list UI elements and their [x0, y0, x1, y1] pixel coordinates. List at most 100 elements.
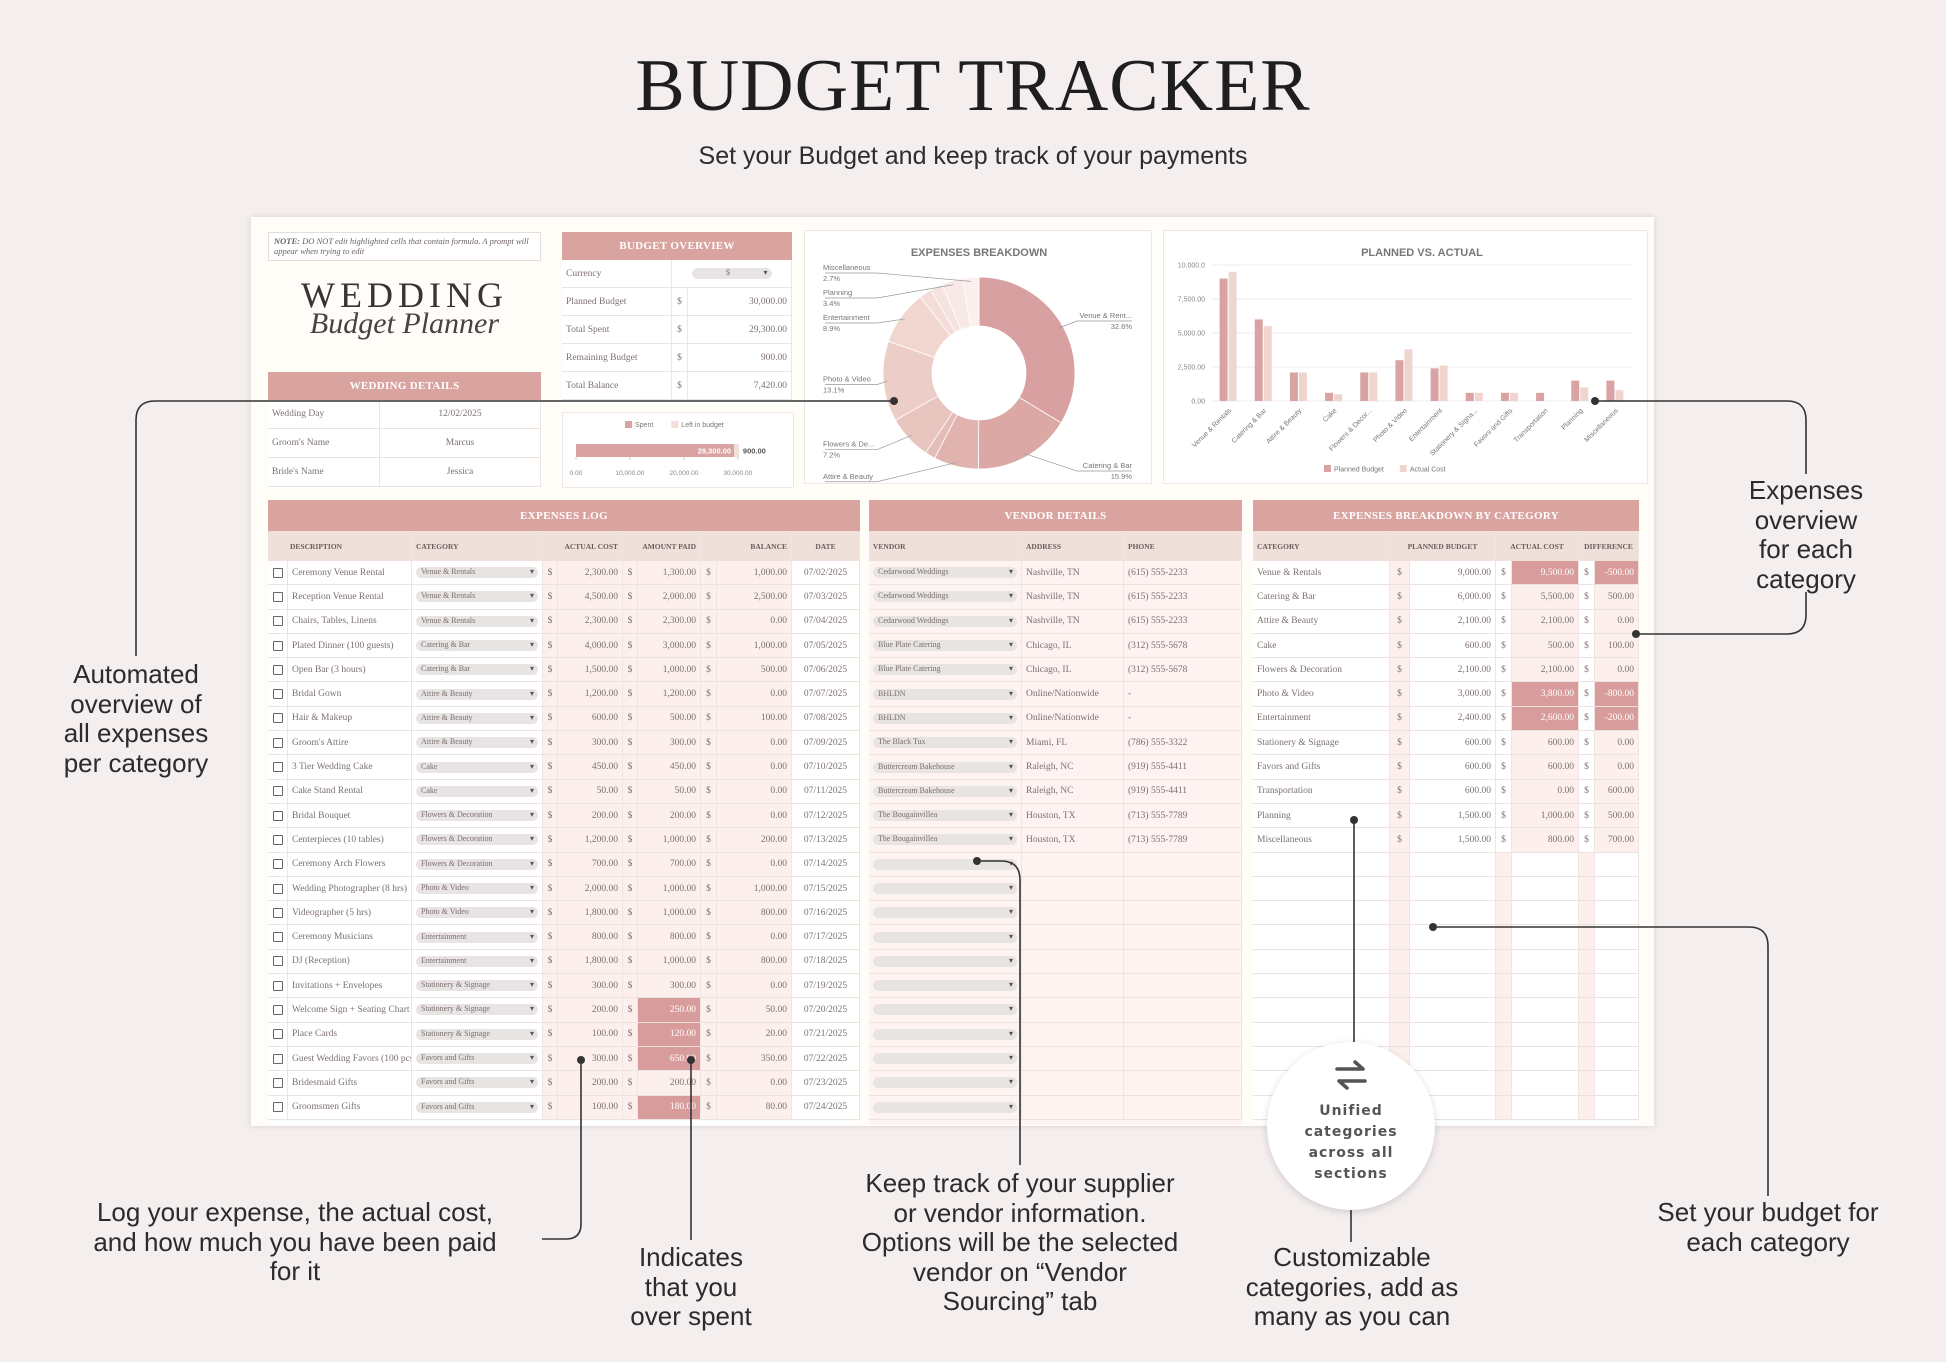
checkbox-cell — [268, 609, 288, 633]
x-tick-label: Transportation — [1513, 407, 1550, 444]
checkbox[interactable] — [272, 980, 283, 991]
category-dropdown[interactable]: Favors and Gifts — [416, 1101, 538, 1113]
description: Ceremony Venue Rental — [288, 561, 412, 585]
actual-cost: 3,800.00 — [1512, 682, 1579, 706]
checkbox[interactable] — [272, 883, 283, 894]
category-dropdown[interactable]: Venue & Rentals — [416, 567, 538, 579]
currency-symbol: $ — [701, 1046, 717, 1071]
vendor-dropdown[interactable] — [873, 980, 1017, 992]
vendor-dropdown[interactable]: BHLDN — [873, 712, 1017, 724]
chart-title: PLANNED VS. ACTUAL — [1361, 247, 1483, 259]
checkbox[interactable] — [272, 591, 283, 602]
vendor-dropdown[interactable]: Blue Plate Catering — [873, 664, 1017, 676]
checkbox[interactable] — [272, 713, 283, 724]
vendor-dropdown[interactable]: Blue Plate Catering — [873, 640, 1017, 652]
checkbox[interactable] — [272, 737, 283, 748]
checkbox[interactable] — [272, 1053, 283, 1064]
checkbox[interactable] — [272, 956, 283, 967]
currency-symbol: $ — [701, 609, 717, 633]
currency-symbol: $ — [543, 1071, 558, 1095]
checkbox[interactable] — [272, 859, 283, 870]
currency-dropdown[interactable]: $ — [691, 268, 772, 279]
category-dropdown[interactable]: Favors and Gifts — [416, 1053, 538, 1065]
vendor-dropdown[interactable] — [873, 1077, 1017, 1089]
overview-label: Currency — [562, 260, 672, 287]
vendor-dropdown[interactable] — [873, 907, 1017, 919]
checkbox[interactable] — [272, 1077, 283, 1088]
vendor-dropdown[interactable]: Cedarwood Weddings — [873, 615, 1017, 627]
checkbox-cell — [268, 1095, 288, 1119]
category-dropdown[interactable]: Cake — [416, 761, 538, 773]
category-dropdown[interactable]: Catering & Bar — [416, 640, 538, 652]
x-tick-label: 30,000.00 — [723, 470, 752, 477]
category-dropdown[interactable]: Attire & Beauty — [416, 737, 538, 749]
checkbox[interactable] — [272, 762, 283, 773]
overview-label: Total Spent — [562, 316, 672, 343]
checkbox[interactable] — [272, 786, 283, 797]
badge-line: across all — [1308, 1145, 1394, 1161]
vendor-dropdown[interactable] — [873, 883, 1017, 894]
checkbox[interactable] — [272, 932, 283, 943]
category-dropdown[interactable]: Entertainment — [416, 955, 538, 967]
category-dropdown[interactable]: Entertainment — [416, 931, 538, 943]
slice-value: 7.2% — [823, 451, 840, 460]
vendor-dropdown-cell: The Bougainvillea — [869, 828, 1022, 852]
difference: 0.00 — [1595, 609, 1639, 633]
empty-cell — [1496, 998, 1512, 1022]
section-header: EXPENSES BREAKDOWN BY CATEGORY — [1253, 500, 1639, 531]
category-dropdown[interactable]: Stationery & Signage — [416, 1028, 538, 1040]
checkbox[interactable] — [272, 810, 283, 821]
vendor-dropdown[interactable] — [873, 1101, 1017, 1113]
category-dropdown[interactable]: Catering & Bar — [416, 664, 538, 676]
vendor-dropdown[interactable]: The Bougainvillea — [873, 834, 1017, 846]
checkbox[interactable] — [272, 664, 283, 675]
date: 07/23/2025 — [792, 1071, 860, 1095]
category-dropdown[interactable]: Venue & Rentals — [416, 591, 538, 603]
checkbox[interactable] — [272, 907, 283, 918]
vendor-dropdown[interactable]: The Bougainvillea — [873, 810, 1017, 822]
vendor-dropdown[interactable] — [873, 931, 1017, 943]
checkbox[interactable] — [272, 640, 283, 651]
vendor-dropdown[interactable]: The Black Tux — [873, 737, 1017, 749]
checkbox[interactable] — [272, 1004, 283, 1015]
checkbox[interactable] — [272, 616, 283, 627]
category-dropdown[interactable]: Photo & Video — [416, 907, 538, 919]
checkbox[interactable] — [272, 1029, 283, 1040]
category-dropdown[interactable]: Favors and Gifts — [416, 1077, 538, 1089]
category-dropdown[interactable]: Stationery & Signage — [416, 980, 538, 992]
vendor-dropdown[interactable] — [873, 1053, 1017, 1065]
category-dropdown[interactable]: Flowers & Decoration — [416, 834, 538, 846]
vendor-dropdown[interactable] — [873, 955, 1017, 967]
vendor-dropdown[interactable]: Buttercream Bakehouse — [873, 761, 1017, 773]
checkbox-cell — [268, 755, 288, 779]
checkbox[interactable] — [272, 1102, 283, 1113]
currency-symbol: $ — [623, 1095, 638, 1119]
amount-paid: 2,000.00 — [638, 585, 701, 609]
amount-paid: 1,000.00 — [638, 876, 701, 901]
checkbox[interactable] — [272, 689, 283, 700]
actual-cost: 700.00 — [558, 852, 623, 876]
vendor-dropdown[interactable]: BHLDN — [873, 688, 1017, 700]
actual-cost: 100.00 — [558, 1022, 623, 1046]
date: 07/04/2025 — [792, 609, 860, 633]
vendor-row — [869, 949, 1242, 975]
vendor-dropdown[interactable] — [873, 1004, 1017, 1016]
checkbox-cell — [268, 682, 288, 706]
category-dropdown[interactable]: Photo & Video — [416, 883, 538, 894]
vendor-dropdown[interactable]: Cedarwood Weddings — [873, 591, 1017, 603]
category-dropdown[interactable]: Venue & Rentals — [416, 615, 538, 627]
column-header-row: CATEGORY PLANNED BUDGET ACTUAL COST DIFFERE… — [1253, 531, 1639, 561]
vendor-dropdown[interactable]: Buttercream Bakehouse — [873, 785, 1017, 797]
category-dropdown[interactable]: Attire & Beauty — [416, 712, 538, 724]
vendor-dropdown[interactable] — [873, 1028, 1017, 1040]
checkbox[interactable] — [272, 834, 283, 845]
category-dropdown[interactable]: Cake — [416, 785, 538, 797]
vendor-dropdown[interactable] — [873, 858, 1017, 870]
vendor-dropdown[interactable]: Cedarwood Weddings — [873, 567, 1017, 579]
checkbox[interactable] — [272, 567, 283, 578]
category-dropdown[interactable]: Flowers & Decoration — [416, 858, 538, 870]
phone — [1124, 876, 1242, 901]
category-dropdown[interactable]: Attire & Beauty — [416, 688, 538, 700]
category-dropdown[interactable]: Stationery & Signage — [416, 1004, 538, 1016]
category-dropdown[interactable]: Flowers & Decoration — [416, 810, 538, 822]
